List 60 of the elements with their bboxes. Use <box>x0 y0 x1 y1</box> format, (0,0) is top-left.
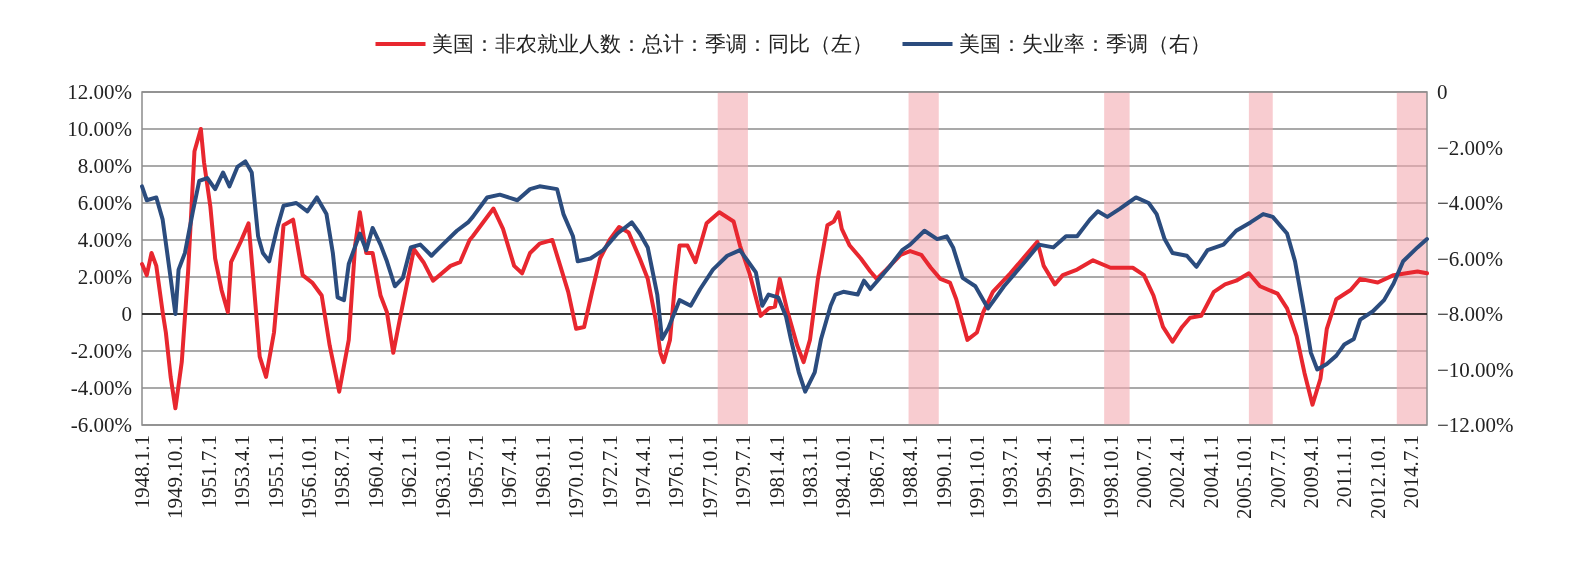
y2-tick-label: 0 <box>1437 80 1448 104</box>
x-tick-label: 1979.7.1 <box>731 435 756 509</box>
y2-tick-label: −8.00% <box>1437 302 1504 326</box>
y-tick-label: -2.00% <box>70 339 132 363</box>
y2-tick-label: −4.00% <box>1437 191 1504 215</box>
line-series <box>140 159 1429 394</box>
x-tick-label: 2007.7.1 <box>1265 435 1290 509</box>
x-tick-label: 1977.10.1 <box>697 435 722 519</box>
x-tick-label: 1993.7.1 <box>998 435 1023 509</box>
x-tick-label: 1960.4.1 <box>363 435 388 509</box>
x-tick-label: 1949.10.1 <box>163 435 188 519</box>
x-tick-label: 1958.7.1 <box>330 435 355 509</box>
x-tick-label: 1990.1.1 <box>931 435 956 509</box>
x-tick-label: 1956.10.1 <box>296 435 321 519</box>
x-tick-label: 2014.7.1 <box>1399 435 1424 509</box>
x-tick-label: 2002.4.1 <box>1165 435 1190 509</box>
x-tick-label: 2009.4.1 <box>1298 435 1323 509</box>
x-tick-label: 1948.1.1 <box>130 435 154 509</box>
y2-tick-label: −10.00% <box>1437 357 1514 382</box>
y-tick-label: 12.00% <box>67 80 132 104</box>
x-tick-label: 1976.1.1 <box>664 435 689 509</box>
y2-tick-label: −2.00% <box>1437 135 1504 160</box>
x-tick-label: 1974.4.1 <box>630 435 655 509</box>
y-tick-label: 6.00% <box>77 191 132 215</box>
y2-tick-label: −6.00% <box>1437 246 1504 271</box>
legend-label: 美国：非农就业人数：总计：季调：同比（左） <box>431 32 873 56</box>
x-tick-label: 1955.1.1 <box>263 435 288 509</box>
x-tick-label: 2005.10.1 <box>1232 435 1257 519</box>
x-tick-label: 1967.4.1 <box>497 435 522 509</box>
x-tick-label: 1984.10.1 <box>831 435 856 519</box>
x-tick-label: 1988.4.1 <box>898 435 923 509</box>
x-tick-label: 1997.1.1 <box>1065 435 1090 509</box>
x-tick-label: 1953.4.1 <box>230 435 255 509</box>
x-tick-label: 1962.1.1 <box>397 435 422 509</box>
x-tick-label: 1995.4.1 <box>1031 435 1056 509</box>
x-tick-label: 1998.10.1 <box>1098 435 1123 519</box>
x-tick-label: 2012.10.1 <box>1365 435 1390 519</box>
legend-label: 美国：失业率：季调（右） <box>958 32 1211 56</box>
x-tick-label: 1969.1.1 <box>530 435 555 509</box>
x-tick-label: 2000.7.1 <box>1131 435 1156 509</box>
x-tick-label: 1963.10.1 <box>430 435 455 519</box>
y-tick-label: 2.00% <box>77 265 132 289</box>
y-tick-label: 10.00% <box>67 117 132 141</box>
x-tick-label: 1983.1.1 <box>797 435 822 509</box>
x-tick-label: 1970.10.1 <box>564 435 589 519</box>
x-tick-label: 2004.1.1 <box>1198 435 1223 509</box>
x-tick-label: 1991.10.1 <box>964 435 989 519</box>
y-tick-label: -6.00% <box>70 413 132 437</box>
x-tick-label: 2011.1.1 <box>1332 435 1357 508</box>
y2-tick-label: −12.00% <box>1437 413 1514 437</box>
x-tick-label: 1951.7.1 <box>196 435 221 509</box>
x-tick-label: 1965.7.1 <box>463 435 488 509</box>
y-tick-label: 4.00% <box>77 228 132 252</box>
x-tick-label: 1972.7.1 <box>597 435 622 509</box>
x-tick-label: 1986.7.1 <box>864 435 889 509</box>
line-series <box>140 127 1429 411</box>
y-tick-label: -4.00% <box>70 376 132 400</box>
x-tick-label: 1981.4.1 <box>764 435 789 509</box>
y-tick-label: 8.00% <box>77 154 132 178</box>
y-tick-label: 0 <box>121 302 132 326</box>
